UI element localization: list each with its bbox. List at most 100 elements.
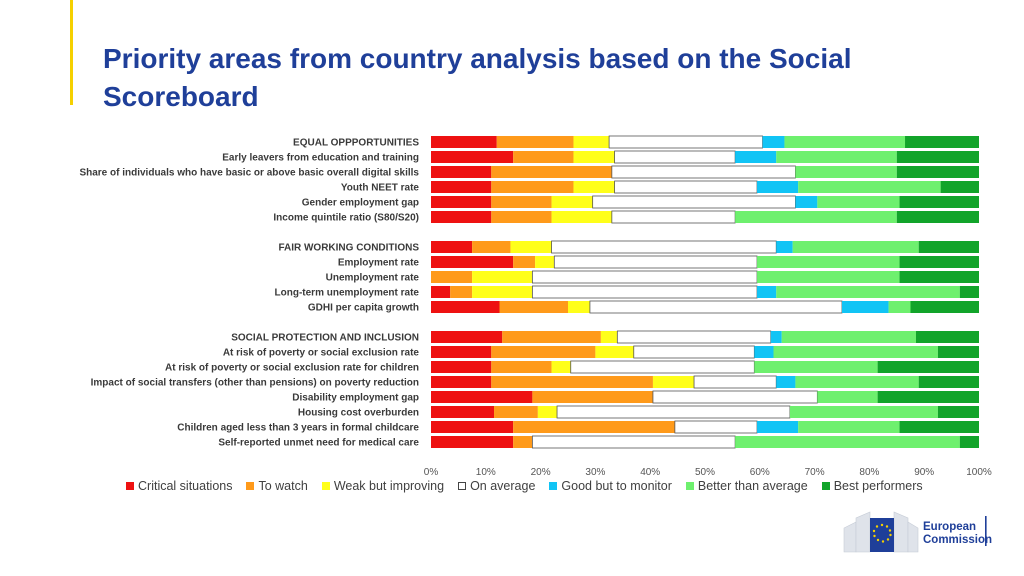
- bar-segment: [431, 406, 495, 418]
- legend-swatch: [685, 482, 694, 490]
- legend-item: On average: [458, 479, 535, 493]
- bar-segment: [937, 406, 979, 418]
- legend-item: Better than average: [685, 479, 808, 493]
- bar-segment: [573, 136, 610, 148]
- bar-segment: [792, 241, 919, 253]
- x-tick-label: 60%: [750, 467, 770, 478]
- row-label: Employment rate: [338, 258, 420, 269]
- bar-segment: [754, 346, 774, 358]
- bar-segment: [652, 390, 818, 404]
- bar-segment: [513, 151, 574, 163]
- bar-segment: [795, 196, 818, 208]
- bar-segment: [431, 286, 451, 298]
- legend-item: To watch: [246, 479, 308, 493]
- bar-segment: [537, 406, 558, 418]
- bar-segment: [431, 241, 473, 253]
- x-tick-label: 50%: [695, 467, 715, 478]
- bar-segment: [776, 286, 960, 298]
- bar-segment: [513, 436, 533, 448]
- legend-label: Critical situations: [138, 479, 233, 493]
- bar-segment: [899, 256, 979, 268]
- bar-segment: [510, 241, 552, 253]
- bar-segment: [431, 376, 492, 388]
- bar-segment: [888, 301, 911, 313]
- bar-segment: [431, 436, 514, 448]
- bar-segment: [789, 406, 938, 418]
- chart-legend: Critical situations To watch Weak but impr…: [126, 479, 937, 493]
- legend-label: Weak but improving: [333, 479, 445, 493]
- bar-segment: [784, 136, 906, 148]
- bar-segment: [496, 136, 574, 148]
- bar-segment: [491, 346, 596, 358]
- bar-segment: [513, 421, 675, 433]
- bar-segment: [431, 361, 492, 373]
- row-label: FAIR WORKING CONDITIONS: [278, 243, 419, 254]
- bar-segment: [472, 271, 533, 283]
- bar-segment: [551, 211, 612, 223]
- bar-segment: [616, 330, 772, 344]
- row-label: Long-term unemployment rate: [275, 288, 420, 299]
- bar-segment: [570, 360, 755, 374]
- bar-segment: [513, 256, 536, 268]
- bar-segment: [896, 166, 979, 178]
- bar-segment: [431, 166, 492, 178]
- row-label: Gender employment gap: [302, 198, 419, 209]
- bar-segment: [472, 241, 511, 253]
- bar-segment: [817, 196, 900, 208]
- bar-segment: [472, 286, 533, 298]
- x-tick-label: 40%: [640, 467, 660, 478]
- logo-text-line2: Commission: [923, 534, 993, 546]
- legend-swatch: [458, 482, 467, 490]
- bar-segment: [592, 195, 796, 209]
- bar-segment: [531, 285, 758, 299]
- bar-segment: [431, 196, 492, 208]
- bar-segment: [531, 270, 758, 284]
- bar-segment: [959, 286, 979, 298]
- bar-segment: [896, 151, 979, 163]
- row-label: Self-reported unmet need for medical car…: [218, 438, 419, 449]
- bar-segment: [905, 136, 979, 148]
- bar-segment: [491, 181, 574, 193]
- bar-segment: [431, 391, 533, 403]
- stacked-bar-chart: EQUAL OPPPORTUNITIES Early leavers from e…: [79, 135, 992, 478]
- bar-segment: [798, 421, 900, 433]
- bar-segment: [431, 271, 473, 283]
- x-tick-label: 90%: [914, 467, 934, 478]
- row-label: Children aged less than 3 years in forma…: [177, 423, 419, 434]
- row-label: Early leavers from education and trainin…: [222, 153, 419, 164]
- bar-segment: [798, 181, 941, 193]
- legend-swatch: [126, 482, 134, 490]
- bar-segment: [491, 361, 552, 373]
- bar-segment: [910, 301, 979, 313]
- bar-segment: [531, 435, 736, 449]
- row-label: Disability employment gap: [292, 393, 419, 404]
- bar-segment: [877, 391, 979, 403]
- legend-swatch: [549, 482, 558, 490]
- bar-segment: [757, 421, 799, 433]
- x-tick-label: 0%: [424, 467, 439, 478]
- bar-segment: [674, 420, 758, 434]
- bar-segment: [652, 376, 695, 388]
- bar-segment: [491, 196, 552, 208]
- row-label: SOCIAL PROTECTION AND INCLUSION: [231, 333, 419, 344]
- legend-label: On average: [470, 479, 536, 493]
- x-tick-label: 10%: [476, 467, 496, 478]
- bar-segment: [551, 240, 777, 254]
- bar-segment: [633, 345, 755, 359]
- legend-label: Better than average: [697, 479, 808, 493]
- bar-segment: [781, 331, 916, 343]
- bar-segment: [918, 376, 979, 388]
- bar-segment: [502, 331, 601, 343]
- bar-segment: [757, 286, 777, 298]
- bar-segment: [959, 436, 979, 448]
- bar-segment: [776, 376, 796, 388]
- bar-segment: [611, 210, 736, 224]
- bar-segment: [595, 346, 634, 358]
- logo-text-line1: European: [923, 521, 977, 533]
- legend-item: Weak but improving: [321, 479, 445, 493]
- bar-segment: [757, 271, 900, 283]
- bar-segment: [899, 196, 979, 208]
- legend-item: Critical situations: [126, 479, 232, 493]
- bar-segment: [795, 376, 919, 388]
- bar-segment: [431, 136, 497, 148]
